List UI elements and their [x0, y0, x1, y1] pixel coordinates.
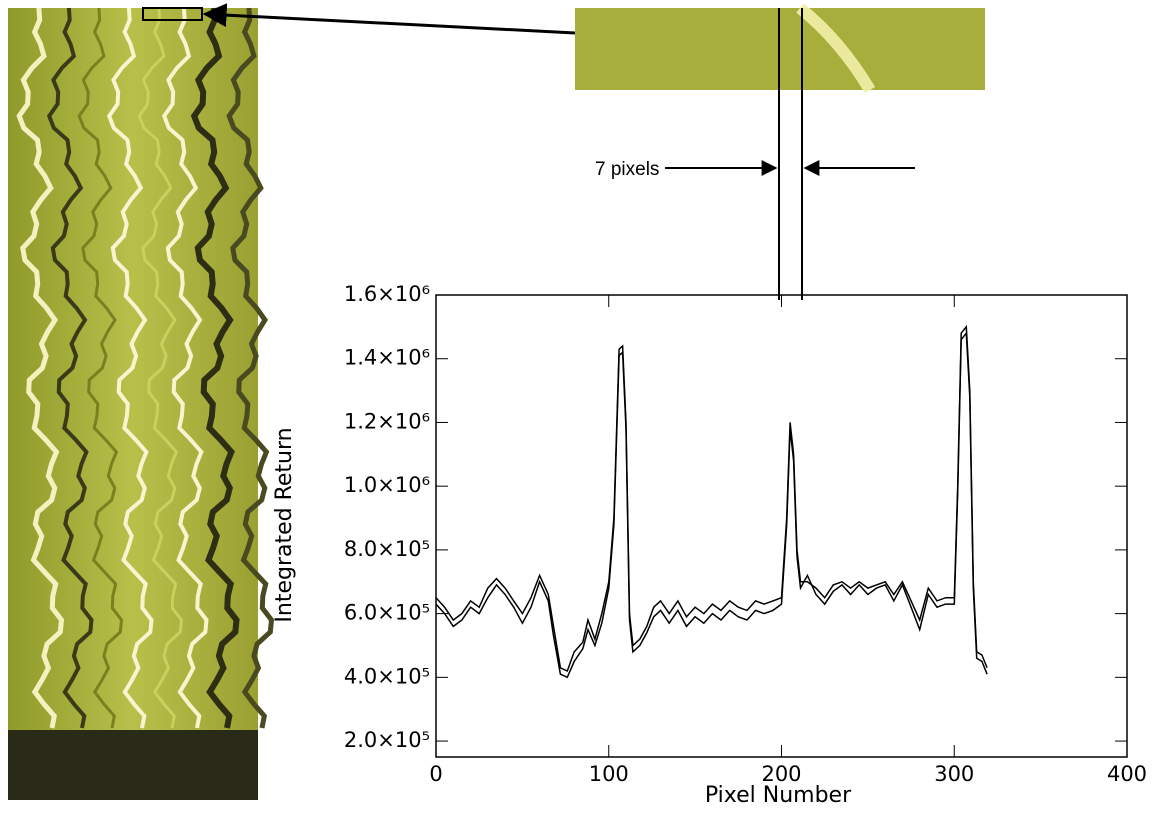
callout-arrow — [202, 3, 576, 35]
stripe — [77, 7, 124, 729]
y-tick-label: 1.6×10⁶ — [344, 282, 430, 306]
y-tick-label: 1.4×10⁶ — [344, 346, 430, 370]
stripe — [46, 7, 94, 729]
zoom-box — [142, 7, 203, 21]
data-line — [435, 324, 988, 673]
y-tick-label: 1.2×10⁶ — [344, 409, 430, 433]
data-line — [435, 331, 988, 679]
y-tick-label: 6.0×10⁵ — [344, 601, 430, 625]
stripe — [106, 7, 154, 729]
y-tick-label: 4.0×10⁵ — [344, 664, 430, 688]
x-tick-label: 0 — [429, 762, 442, 786]
stripe — [161, 7, 209, 729]
x-tick-label: 200 — [761, 762, 801, 786]
stripe — [137, 7, 184, 729]
y-tick-label: 1.0×10⁶ — [344, 473, 430, 497]
stripe — [226, 7, 275, 729]
x-tick-label: 300 — [934, 762, 974, 786]
y-tick-label: 8.0×10⁵ — [344, 537, 430, 561]
y-axis-label: Integrated Return — [272, 427, 297, 622]
plot-frame — [435, 294, 1128, 758]
y-tick-label: 2.0×10⁵ — [344, 728, 430, 752]
stripe — [16, 7, 65, 729]
annotation: 7 pixels — [595, 159, 659, 180]
stripe — [190, 7, 240, 729]
x-axis-label: Pixel Number — [705, 783, 852, 808]
terrain-image — [8, 7, 275, 800]
x-tick-label: 400 — [1107, 762, 1147, 786]
x-tick-label: 100 — [589, 762, 629, 786]
